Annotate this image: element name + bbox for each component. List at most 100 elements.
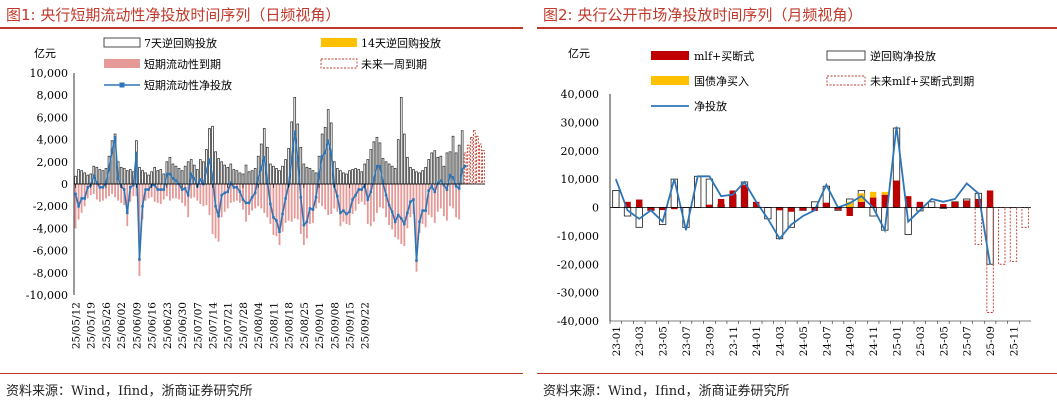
net-injection-marker [116, 177, 120, 180]
net-injection-marker [427, 189, 430, 192]
reverse-repo-7d-bar [226, 166, 230, 185]
reverse-repo-net-bar [764, 207, 772, 220]
maturity-bar [162, 184, 165, 200]
maturity-bar [260, 184, 263, 209]
reverse-repo-7d-bar [363, 163, 367, 185]
maturity-bar [156, 184, 159, 203]
y-tick-label: 10,000 [561, 173, 600, 186]
x-tick-label: 23-01 [611, 326, 623, 356]
maturity-bar [293, 184, 296, 219]
x-tick-label: 23-03 [634, 326, 646, 356]
legend-reverse-repo-net-label: 逆回购净投放 [870, 49, 936, 63]
next-week-maturity-bar [479, 143, 482, 185]
net-injection-marker [463, 164, 467, 168]
reverse-repo-7d-bar [141, 170, 144, 185]
x-tick-label: 25/06/09 [131, 302, 143, 349]
net-injection-marker [415, 259, 418, 262]
x-tick-label: 25-07 [962, 326, 974, 356]
reverse-repo-7d-bar [406, 156, 409, 185]
legend-7d-reverse-repo-label: 7天逆回购投放 [144, 36, 217, 50]
y-tick-label: 2,000 [37, 156, 69, 169]
net-injection-marker [229, 181, 233, 185]
x-tick-label: 25/06/02 [116, 302, 128, 349]
next-week-maturity-bar [466, 144, 470, 185]
maturity-bar [117, 184, 120, 201]
x-tick-label: 25/07/07 [192, 302, 204, 349]
reverse-repo-7d-bar [217, 158, 220, 185]
y-tick-label: -30,000 [557, 287, 599, 300]
maturity-bar [108, 184, 110, 197]
reverse-repo-7d-bar [278, 170, 281, 185]
net-injection-marker [138, 258, 141, 261]
net-injection-marker [390, 210, 394, 214]
maturity-bar [287, 184, 290, 221]
reverse-repo-7d-bar [378, 142, 382, 185]
y-tick-label: -20,000 [557, 258, 599, 271]
net-injection-marker [369, 190, 373, 194]
x-tick-label: 25/06/23 [162, 302, 174, 349]
net-injection-marker [439, 179, 443, 182]
net-injection-marker [342, 209, 345, 212]
mlf-outright-bar [788, 207, 795, 212]
y-tick-label: -6,000 [33, 245, 68, 258]
mlf-outright-bar [752, 201, 760, 208]
maturity-bar [111, 184, 113, 194]
net-injection-marker [272, 216, 275, 219]
y-tick-label: 20,000 [561, 145, 600, 158]
legend-treasury-purchase-swatch [651, 76, 689, 85]
maturity-bar [229, 184, 232, 203]
reverse-repo-7d-bar [83, 172, 86, 185]
net-injection-marker [314, 196, 318, 199]
maturity-bar [397, 184, 400, 240]
future-maturity-bar [1009, 207, 1018, 262]
net-injection-marker [156, 188, 160, 191]
maturity-bar [385, 184, 387, 218]
net-injection-marker [348, 210, 351, 214]
maturity-bar [165, 184, 168, 197]
mlf-outright-bar [636, 199, 643, 208]
net-injection-marker [278, 230, 281, 234]
maturity-bar [98, 184, 101, 202]
next-week-maturity-bar [469, 136, 473, 185]
reverse-repo-7d-bar [272, 165, 275, 185]
mlf-outright-bar [776, 207, 783, 211]
reverse-repo-7d-bar [454, 152, 458, 185]
net-injection-marker [445, 188, 449, 191]
legend-treasury-purchase-label: 国债净买入 [694, 74, 749, 88]
x-tick-label: 25/06/16 [147, 302, 159, 349]
reverse-repo-7d-bar [122, 168, 126, 185]
reverse-repo-7d-bar [150, 171, 153, 185]
y-tick-label: 30,000 [561, 116, 600, 129]
reverse-repo-7d-bar [396, 139, 400, 185]
future-maturity-bar [1021, 207, 1029, 228]
reverse-repo-7d-bar [183, 165, 187, 185]
maturity-bar [345, 184, 348, 224]
reverse-repo-7d-bar [442, 165, 446, 185]
maturity-bar [327, 184, 330, 216]
maturity-bar [199, 184, 202, 204]
maturity-bar [172, 184, 174, 199]
net-injection-marker [326, 139, 330, 143]
maturity-bar [339, 184, 342, 227]
net-injection-marker [293, 130, 297, 134]
net-injection-marker [205, 169, 208, 172]
net-injection-marker [189, 172, 193, 176]
net-injection-marker [284, 197, 287, 200]
mlf-outright-bar [624, 201, 631, 208]
maturity-bar [214, 184, 217, 239]
reverse-repo-7d-bar [427, 159, 430, 185]
net-injection-marker [183, 187, 187, 190]
maturity-bar [433, 184, 436, 223]
net-injection-marker [403, 222, 406, 226]
net-injection-marker [393, 220, 397, 224]
reverse-repo-7d-bar [375, 136, 379, 185]
reverse-repo-7d-bar [281, 165, 284, 185]
reverse-repo-7d-bar [77, 169, 80, 185]
reverse-repo-7d-bar [144, 172, 147, 185]
x-tick-label: 25/08/18 [284, 302, 296, 349]
reverse-repo-7d-bar [424, 166, 427, 185]
mlf-outright-bar [706, 204, 713, 208]
net-injection-marker [424, 209, 427, 212]
maturity-bar [296, 184, 299, 220]
net-injection-marker [80, 197, 83, 200]
